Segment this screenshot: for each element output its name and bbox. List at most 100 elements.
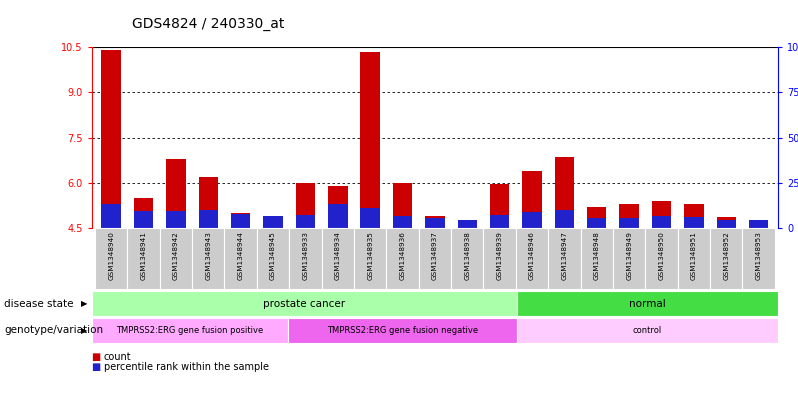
Bar	[581, 228, 613, 289]
Text: GSM1348947: GSM1348947	[562, 231, 567, 280]
Bar	[425, 216, 444, 228]
Text: GSM1348949: GSM1348949	[626, 231, 632, 280]
Bar	[386, 228, 419, 289]
Bar	[288, 318, 516, 343]
Text: GSM1348950: GSM1348950	[658, 231, 665, 280]
Bar	[646, 228, 678, 289]
Text: prostate cancer: prostate cancer	[263, 299, 346, 309]
Text: GSM1348951: GSM1348951	[691, 231, 697, 280]
Bar	[717, 220, 736, 228]
Bar	[354, 228, 386, 289]
Bar	[231, 214, 251, 228]
Bar	[516, 318, 778, 343]
Bar	[717, 217, 736, 228]
Text: TMPRSS2:ERG gene fusion negative: TMPRSS2:ERG gene fusion negative	[326, 326, 478, 335]
Text: GSM1348953: GSM1348953	[756, 231, 761, 280]
Bar	[257, 228, 289, 289]
Text: GSM1348944: GSM1348944	[238, 231, 243, 280]
Bar	[710, 228, 742, 289]
Bar	[134, 211, 153, 228]
Bar	[619, 218, 639, 228]
Bar	[101, 50, 121, 228]
Bar	[749, 225, 768, 228]
Bar	[419, 228, 451, 289]
Bar	[231, 213, 251, 228]
Text: ■: ■	[92, 362, 105, 372]
Bar	[555, 211, 574, 228]
Bar	[490, 215, 509, 228]
Bar	[749, 220, 768, 228]
Bar	[548, 228, 581, 289]
Text: genotype/variation: genotype/variation	[4, 325, 103, 335]
Text: TMPRSS2:ERG gene fusion positive: TMPRSS2:ERG gene fusion positive	[117, 326, 263, 335]
Bar	[457, 220, 477, 228]
Bar	[328, 186, 347, 228]
Text: GSM1348945: GSM1348945	[270, 231, 276, 280]
Text: GSM1348948: GSM1348948	[594, 231, 600, 280]
Bar	[328, 204, 347, 228]
Bar	[92, 291, 516, 316]
Bar	[742, 228, 775, 289]
Text: ▶: ▶	[81, 299, 88, 308]
Text: GSM1348946: GSM1348946	[529, 231, 535, 280]
Bar	[296, 215, 315, 228]
Bar	[490, 184, 509, 228]
Bar	[457, 223, 477, 228]
Bar	[393, 217, 413, 228]
Bar	[224, 228, 257, 289]
Bar	[555, 157, 574, 228]
Bar	[166, 211, 186, 228]
Text: ■: ■	[92, 352, 105, 362]
Bar	[160, 228, 192, 289]
Bar	[361, 208, 380, 228]
Bar	[393, 183, 413, 228]
Text: GSM1348942: GSM1348942	[173, 231, 179, 280]
Bar	[101, 204, 121, 228]
Bar	[425, 218, 444, 228]
Text: GSM1348938: GSM1348938	[464, 231, 470, 280]
Text: normal: normal	[629, 299, 666, 309]
Bar	[199, 211, 218, 228]
Bar	[128, 228, 160, 289]
Text: percentile rank within the sample: percentile rank within the sample	[104, 362, 269, 372]
Bar	[516, 228, 548, 289]
Bar	[523, 212, 542, 228]
Text: GSM1348940: GSM1348940	[109, 231, 114, 280]
Bar	[587, 218, 606, 228]
Bar	[652, 201, 671, 228]
Bar	[296, 183, 315, 228]
Bar	[263, 219, 282, 228]
Bar	[587, 207, 606, 228]
Bar	[523, 171, 542, 228]
Text: GSM1348939: GSM1348939	[496, 231, 503, 280]
Bar	[95, 228, 128, 289]
Bar	[134, 198, 153, 228]
Bar	[92, 318, 288, 343]
Bar	[678, 228, 710, 289]
Text: GSM1348952: GSM1348952	[723, 231, 729, 280]
Bar	[451, 228, 484, 289]
Text: ▶: ▶	[81, 326, 88, 335]
Text: GSM1348936: GSM1348936	[400, 231, 405, 280]
Text: control: control	[633, 326, 662, 335]
Bar	[684, 204, 704, 228]
Bar	[652, 216, 671, 228]
Text: GSM1348934: GSM1348934	[335, 231, 341, 280]
Bar	[166, 159, 186, 228]
Bar	[361, 52, 380, 228]
Bar	[613, 228, 646, 289]
Text: GSM1348941: GSM1348941	[140, 231, 147, 280]
Text: GSM1348933: GSM1348933	[302, 231, 308, 280]
Text: GSM1348937: GSM1348937	[432, 231, 438, 280]
Bar	[684, 217, 704, 228]
Bar	[289, 228, 322, 289]
Bar	[199, 177, 218, 228]
Text: GSM1348943: GSM1348943	[205, 231, 211, 280]
Text: GDS4824 / 240330_at: GDS4824 / 240330_at	[132, 17, 284, 31]
Bar	[619, 204, 639, 228]
Text: GSM1348935: GSM1348935	[367, 231, 373, 280]
Bar	[192, 228, 224, 289]
Bar	[322, 228, 354, 289]
Bar	[263, 216, 282, 228]
Text: count: count	[104, 352, 132, 362]
